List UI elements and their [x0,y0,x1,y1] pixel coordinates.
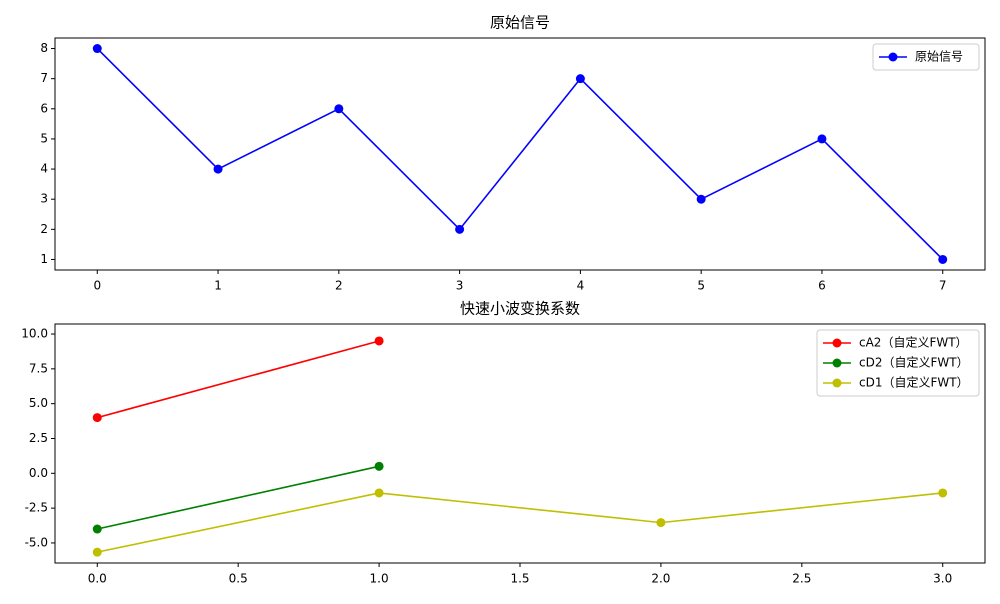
y-tick-label: 4 [40,162,48,176]
point [656,518,666,528]
legend-label: cD1（自定义FWT） [859,375,969,390]
point [213,164,223,174]
legend-marker [832,358,842,368]
series-line [97,465,380,530]
point [92,547,102,557]
point [455,224,465,234]
legend-label: 原始信号 [915,50,963,64]
point [334,104,344,114]
x-tick-label: 3 [456,279,464,293]
y-tick-label: 0.0 [29,466,48,480]
legend-marker [888,52,898,62]
y-tick-label: 3 [40,192,48,206]
series-line [97,340,380,419]
x-tick-label: 2 [335,279,343,293]
x-tick-label: 1 [214,279,222,293]
x-tick-label: 0.0 [88,572,107,586]
series-line [96,47,944,261]
point [575,74,585,84]
y-tick-label: 2 [40,222,48,236]
y-tick-label: 7 [40,71,48,85]
plot-frame [54,323,986,564]
point [817,134,827,144]
x-tick-label: 7 [939,279,947,293]
x-tick-label: 2.0 [651,572,670,586]
plot-frame [54,37,986,271]
x-tick-label: 3.0 [933,572,952,586]
point [92,413,102,423]
y-tick-label: 5.0 [29,396,48,410]
point [374,336,384,346]
x-tick-label: 5 [697,279,705,293]
y-tick-label: 6 [40,101,48,115]
legend-marker [832,338,842,348]
chart-title: 原始信号 [490,14,550,32]
point [938,488,948,498]
legend-box [816,329,980,397]
point [374,461,384,471]
y-tick-label: -5.0 [25,535,48,549]
legend-marker [832,378,842,388]
series-line [97,492,943,553]
y-tick-label: 1 [40,252,48,266]
chart-title: 快速小波变换系数 [460,300,580,318]
y-tick-label: 2.5 [29,431,48,445]
x-tick-label: 0 [93,279,101,293]
y-tick-label: 8 [40,41,48,55]
x-tick-label: 1.5 [510,572,529,586]
point [696,194,706,204]
y-tick-label: -2.5 [25,501,48,515]
legend-label: cA2（自定义FWT） [859,335,968,350]
x-tick-label: 0.5 [229,572,248,586]
x-tick-label: 2.5 [792,572,811,586]
point [374,488,384,498]
point [92,524,102,534]
legend-box [872,43,980,71]
point [938,254,948,264]
x-tick-label: 1.0 [370,572,389,586]
y-tick-label: 10.0 [21,327,48,341]
y-tick-label: 7.5 [29,361,48,375]
x-tick-label: 4 [577,279,585,293]
x-tick-label: 6 [818,279,826,293]
legend-label: cD2（自定义FWT） [859,355,969,370]
point [92,44,102,54]
y-tick-label: 5 [40,131,48,145]
